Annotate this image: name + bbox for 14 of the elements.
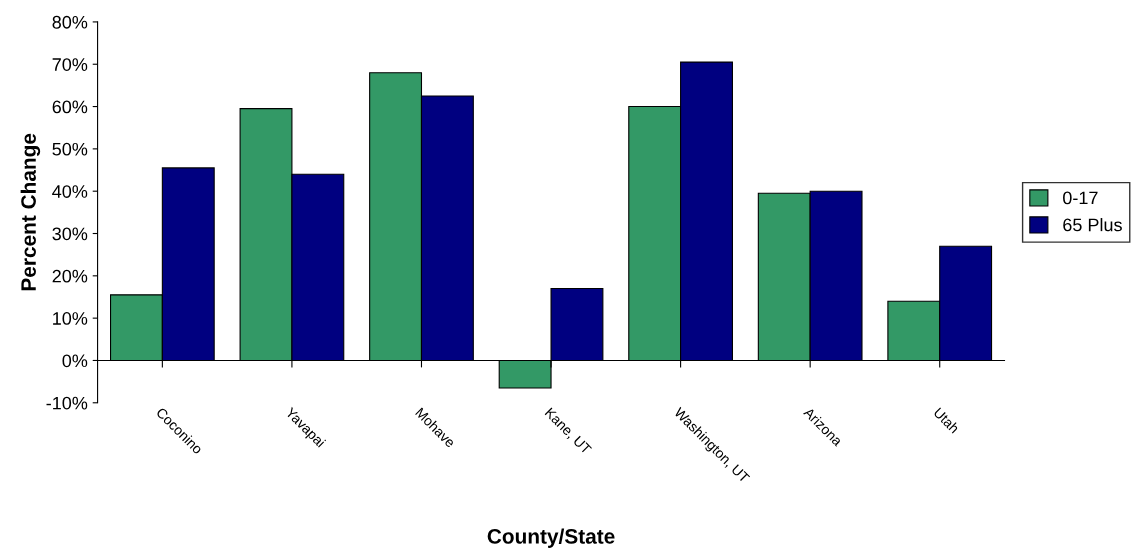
y-tick-label: -10%	[46, 396, 88, 410]
y-tick-label: 10%	[53, 312, 88, 325]
x-axis-title: County/State	[487, 528, 615, 548]
y-tick-label: 20%	[52, 269, 88, 283]
y-tick-label: 70%	[52, 58, 88, 71]
y-tick-label: 30%	[52, 227, 88, 241]
legend-label: 65 Plus	[1063, 218, 1122, 232]
legend-label: 0-17	[1063, 191, 1098, 205]
y-axis-title: Percent Change	[20, 133, 41, 291]
y-tick-label: 0%	[62, 354, 88, 368]
y-tick-label: 40%	[52, 185, 88, 198]
y-tick-label: 60%	[52, 100, 88, 114]
y-tick-label: 80%	[52, 15, 88, 29]
y-tick-label: 50%	[52, 142, 88, 156]
